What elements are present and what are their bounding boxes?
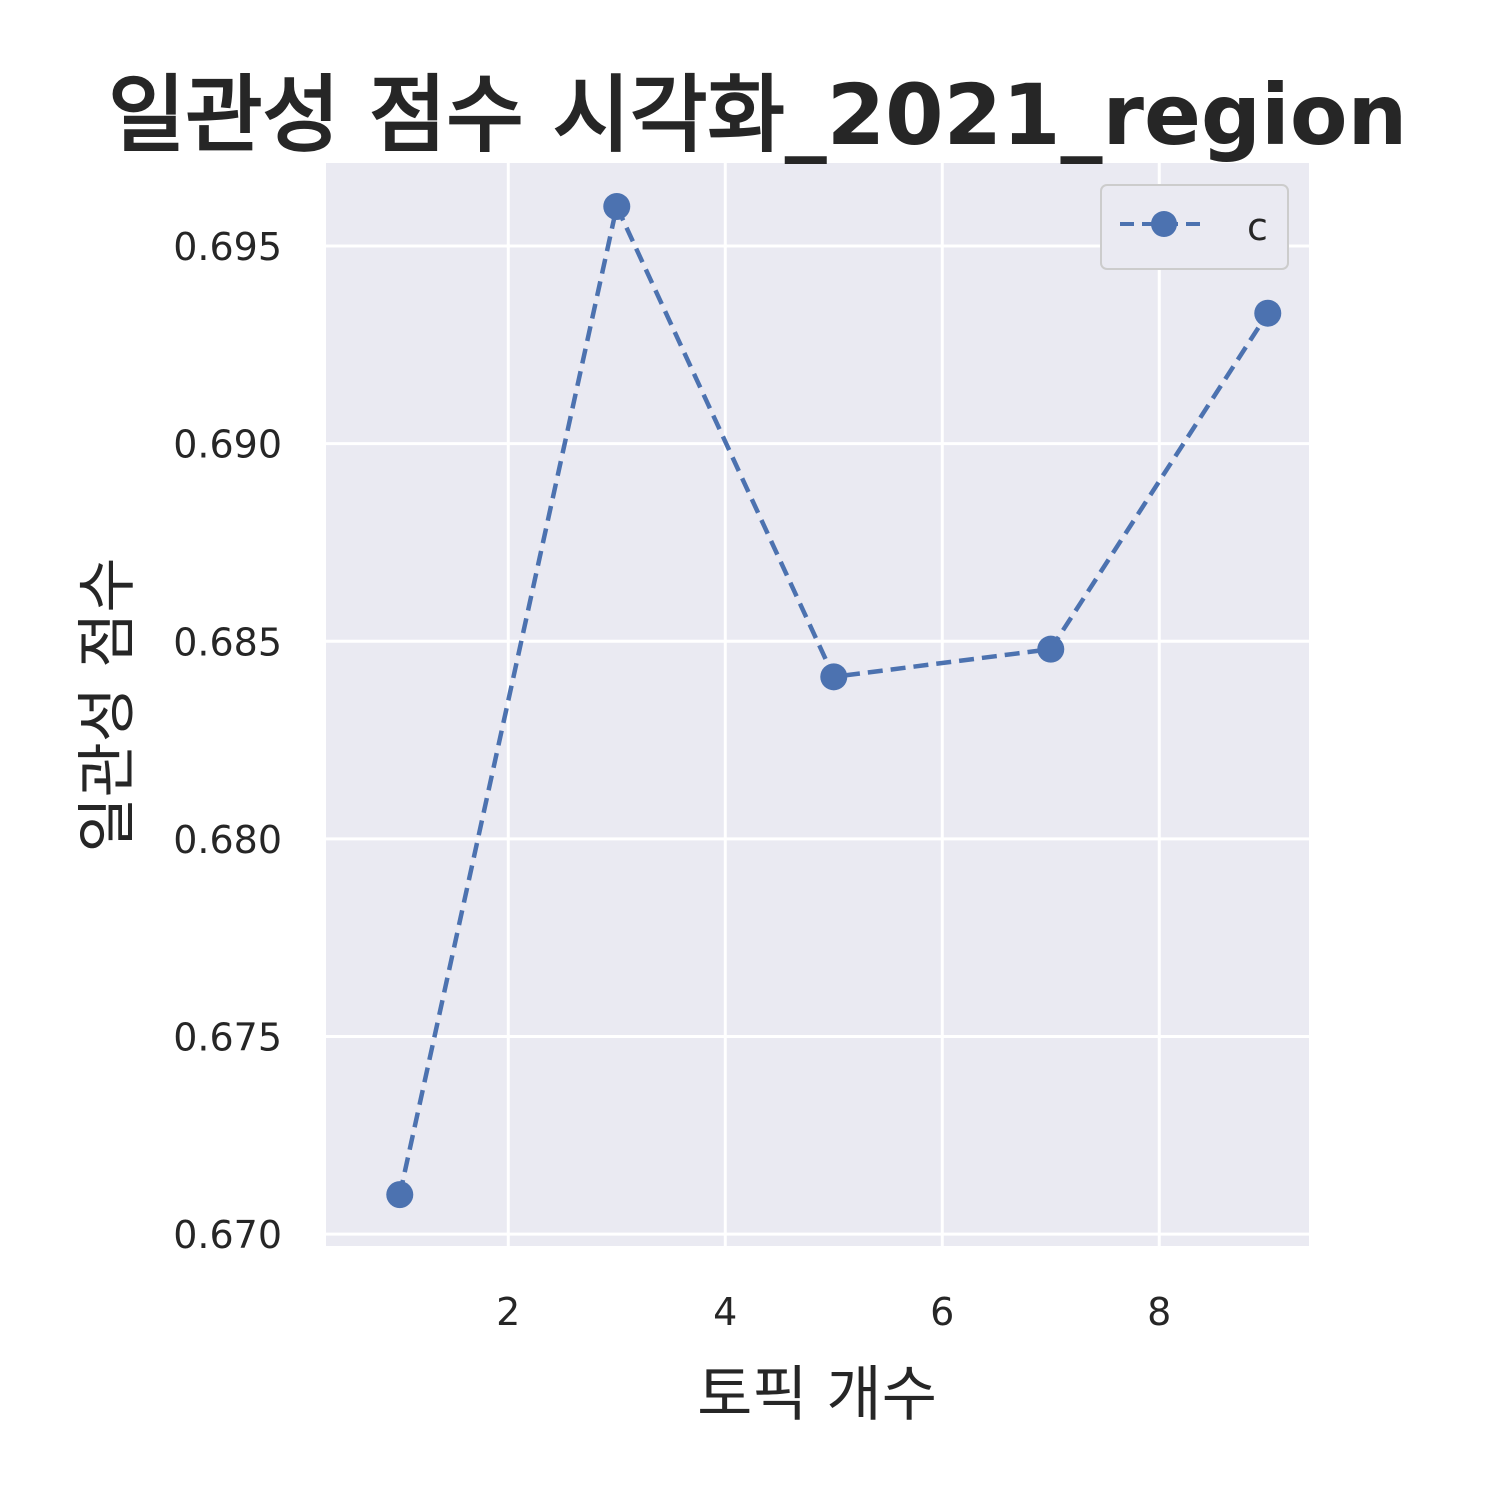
y-tick-label: 0.680 xyxy=(173,818,282,862)
y-tick-labels: 0.670 0.675 0.680 0.685 0.690 0.695 xyxy=(173,225,282,1257)
data-point xyxy=(820,663,848,691)
x-axis-label: 토픽 개수 xyxy=(697,1360,937,1430)
y-axis-label: 일관성 점수 xyxy=(73,557,143,852)
x-tick-label: 4 xyxy=(713,1290,737,1334)
legend-marker-sample xyxy=(1151,211,1177,237)
legend-box xyxy=(1100,184,1289,270)
legend-label: c xyxy=(1247,205,1268,249)
data-point xyxy=(1254,299,1282,327)
x-tick-label: 6 xyxy=(930,1290,954,1334)
legend: c xyxy=(1100,184,1289,270)
y-tick-label: 0.695 xyxy=(173,225,282,269)
y-tick-label: 0.675 xyxy=(173,1016,282,1060)
x-tick-label: 2 xyxy=(496,1290,520,1334)
y-tick-label: 0.690 xyxy=(173,423,282,467)
data-point xyxy=(386,1181,414,1209)
series-layer xyxy=(386,192,1282,1209)
x-tick-label: 8 xyxy=(1147,1290,1171,1334)
chart-title: 일관성 점수 시각화_2021_region xyxy=(108,66,1407,164)
data-point xyxy=(603,192,631,220)
y-tick-label: 0.670 xyxy=(173,1213,282,1257)
y-tick-label: 0.685 xyxy=(173,620,282,664)
data-point xyxy=(1037,635,1065,663)
plot-background xyxy=(326,163,1309,1246)
x-tick-labels: 2 4 6 8 xyxy=(496,1290,1171,1334)
